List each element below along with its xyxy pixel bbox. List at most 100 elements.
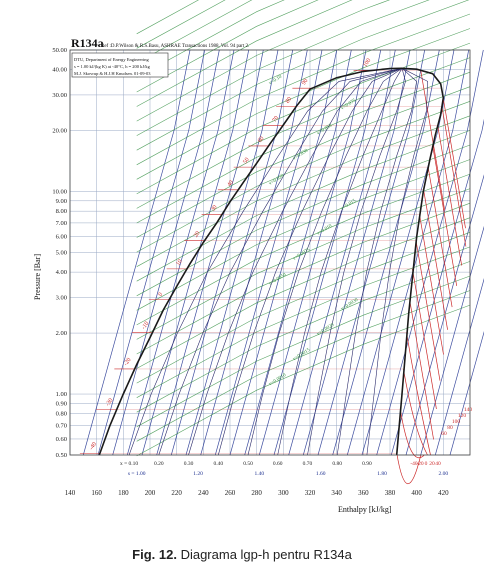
x-tick-label: 160 <box>91 489 102 497</box>
temperature-label: 100 <box>362 58 372 69</box>
isochore-line <box>136 290 471 442</box>
y-tick-label: 8.00 <box>56 208 67 215</box>
quality-line <box>218 68 403 456</box>
quality-line <box>277 68 403 456</box>
quality-label: 0.50 <box>243 461 253 467</box>
y-tick-label: 7.00 <box>56 220 67 227</box>
isentrope-line <box>141 49 250 456</box>
isochore-line <box>136 0 470 151</box>
temperature-label: 50 <box>242 157 250 165</box>
quality-label: x = 0.10 <box>120 461 138 467</box>
line-labels: -40 -30 -20 -10 0 10 20 30 40 50 60 70 80 90 100 x = 0.… <box>89 58 473 477</box>
isochore-line <box>136 13 471 166</box>
isentrope-line <box>273 49 382 456</box>
isotherm-vapor <box>409 299 434 440</box>
x-tick-label: 240 <box>198 489 209 497</box>
isochore-line <box>136 0 285 78</box>
x-tick-label: 340 <box>331 489 342 497</box>
temperature-label: 70 <box>272 115 280 123</box>
y-tick-label: 9.00 <box>56 198 67 205</box>
isotherm-vapor <box>419 214 444 355</box>
isochore-line <box>136 261 471 413</box>
isochore-line <box>136 0 199 35</box>
isochore-line <box>136 173 471 326</box>
quality-line <box>188 68 403 456</box>
quality-label: 0.90 <box>362 461 372 467</box>
isentrope-line <box>376 49 484 456</box>
info-line-2: s = 1.00 kJ/(kg K) at -40°C, h = 200 kJ/… <box>74 64 151 70</box>
superheat-temperature-label: 80 <box>447 425 453 431</box>
isochore-line <box>136 42 471 195</box>
isentrope-line <box>449 331 484 456</box>
y-tick-label: 1.00 <box>56 391 67 398</box>
isentrope-line <box>229 49 338 456</box>
temperature-label: 30 <box>210 204 218 212</box>
ph-diagram: -40 -30 -20 -10 0 10 20 30 40 50 60 70 80 90 100 x = 0.… <box>33 0 484 514</box>
isochore-line <box>136 101 471 253</box>
quality-line <box>128 68 403 456</box>
saturated-liquid-line <box>98 67 403 456</box>
isochore-line <box>136 246 471 398</box>
isentrope-line <box>185 49 294 456</box>
x-tick-label: 140 <box>65 489 76 497</box>
isochore-line <box>136 304 471 457</box>
isentrope-line <box>170 49 279 456</box>
isotherm-vapor <box>396 453 422 485</box>
y-tick-label: 0.70 <box>56 422 67 429</box>
quality-label: 0.80 <box>332 461 342 467</box>
quality-label: 0.40 <box>213 461 223 467</box>
temperature-label: 10 <box>175 259 183 267</box>
isochore-line <box>136 57 471 209</box>
chart-title: R134a <box>71 36 104 50</box>
superheat-temperature-label: 140 <box>464 407 473 413</box>
isotherm-vapor <box>441 106 467 247</box>
x-tick-label: 400 <box>411 489 422 497</box>
x-tick-label: 260 <box>225 489 236 497</box>
superheat-temperature-label: 40 <box>435 461 441 467</box>
isotherm-vapor <box>412 268 437 409</box>
y-tick-label: 6.00 <box>56 233 67 240</box>
temperature-label: -10 <box>141 321 151 331</box>
isentrope-line <box>420 225 484 456</box>
superheat-temperature-label: 60 <box>441 431 447 437</box>
superheat-temperature-label: 100 <box>452 419 461 425</box>
axes: 140 160 180 200 220 240 260 280 300 320 340 360 380 4… <box>52 47 471 497</box>
x-tick-label: 420 <box>438 489 449 497</box>
isentrope-line <box>82 49 191 456</box>
y-tick-label: 0.90 <box>56 400 67 407</box>
property-lines <box>79 0 484 485</box>
temperature-label: -20 <box>123 357 133 367</box>
caption-prefix: Fig. 12. <box>132 547 177 562</box>
isentrope-line <box>288 49 396 456</box>
isentrope-line <box>434 278 484 456</box>
quality-line <box>336 68 417 456</box>
temperature-label: -40 <box>89 441 99 451</box>
temperature-label: 0 <box>158 292 165 298</box>
temperature-label: 20 <box>193 230 201 238</box>
y-tick-label: 4.00 <box>56 269 67 276</box>
y-tick-label: 10.00 <box>52 189 67 196</box>
isotherm-vapor <box>437 125 463 266</box>
x-axis-label: Enthalpy [kJ/kg] <box>338 505 392 514</box>
temperature-label: 40 <box>227 180 235 188</box>
y-axis-label: Pressure [Bar] <box>33 254 42 300</box>
isentrope-line <box>346 49 455 456</box>
y-tick-label: 30.00 <box>52 92 67 99</box>
isentrope-line <box>97 49 206 456</box>
isentrope-line <box>244 49 352 456</box>
x-tick-label: 220 <box>171 489 182 497</box>
isotherm-vapor <box>420 70 446 211</box>
isochore-line <box>136 0 226 49</box>
isotherm-vapor <box>441 88 466 229</box>
density-label: v=0.10 <box>268 74 283 86</box>
temperature-label: -30 <box>105 398 115 408</box>
y-tick-label: 0.80 <box>56 411 67 418</box>
quality-label: 0.60 <box>273 461 283 467</box>
info-line-3: M.J. Skovrup & H.J.H Knudsen. 01-09-03 <box>74 71 151 76</box>
isochore-line <box>136 144 471 297</box>
figure-caption: Fig. 12. Diagrama lgp-h pentru R134a <box>0 547 484 562</box>
entropy-label: 1.60 <box>316 471 326 477</box>
x-tick-label: 360 <box>358 489 369 497</box>
superheat-temperature-label: -40 <box>410 461 418 467</box>
isochore-line <box>136 115 471 267</box>
